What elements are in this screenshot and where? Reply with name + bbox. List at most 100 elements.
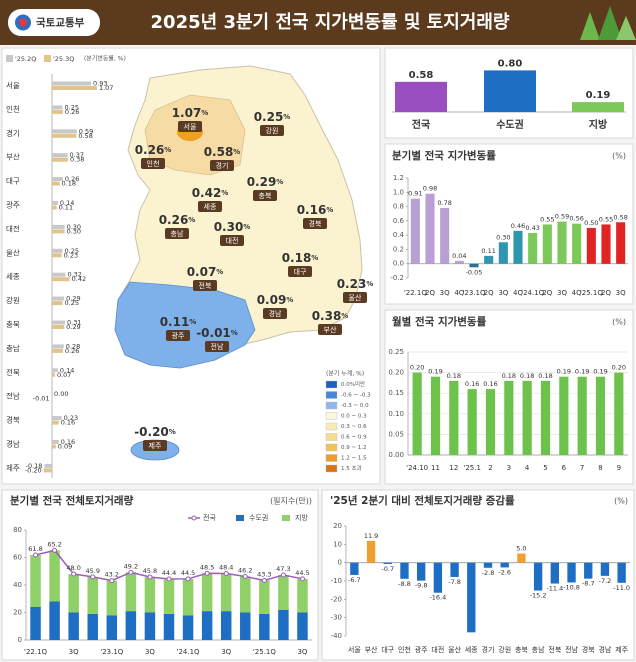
value-label: 0.29: [66, 323, 80, 331]
value-label: 0.20: [612, 364, 626, 372]
bar: [52, 320, 66, 325]
x-tick-label: 3: [507, 464, 511, 472]
value-label: 0.11: [481, 247, 495, 255]
x-tick-label: 4Q: [513, 289, 523, 297]
bar: [52, 248, 63, 253]
line-point: [90, 574, 96, 580]
bar: [617, 562, 626, 583]
value-label: 0.30: [67, 227, 81, 235]
bar: [52, 344, 64, 349]
value-label: 0.19: [557, 368, 571, 376]
bar: [106, 580, 118, 616]
value-label: 0.18: [502, 372, 516, 380]
value-label: 0.30: [496, 233, 510, 241]
line-point: [166, 576, 172, 582]
bar: [469, 263, 479, 268]
bar: [412, 372, 422, 455]
map-value-number: 0.29: [247, 175, 277, 189]
value-label: 0.28: [66, 342, 80, 350]
value-label: 1.07: [99, 84, 113, 92]
value-label: 0.11: [59, 204, 73, 212]
map-name: 대전: [226, 236, 239, 245]
category-label: 대구: [6, 177, 20, 186]
value-label: 0.00: [54, 390, 68, 398]
bar: [483, 562, 493, 568]
bar: [440, 208, 450, 264]
value-label: 65.2: [47, 540, 61, 548]
bar: [616, 222, 626, 264]
line-point: [147, 574, 153, 580]
map-name: 충남: [171, 229, 184, 238]
x-tick-label: 12: [449, 464, 458, 472]
value-label: 0.18: [447, 372, 461, 380]
bar: [259, 580, 270, 614]
bar: [601, 224, 611, 264]
x-tick-label: 3Q: [557, 289, 567, 297]
x-tick-label: 3Q: [69, 648, 79, 656]
y-tick-label: 40: [13, 581, 22, 589]
map-legend-label: 1.5 초과: [341, 464, 362, 472]
x-tick-label: 8: [598, 464, 602, 472]
value-label: 0.25: [65, 299, 79, 307]
y-tick-label: -0.2: [390, 274, 404, 282]
map-value-number: 0.16: [297, 203, 327, 217]
x-tick-label: 제주: [615, 646, 628, 654]
category-label: 부산: [6, 152, 20, 162]
bar: [52, 416, 62, 421]
bar: [52, 420, 59, 425]
map-value: 0.23%: [337, 277, 374, 291]
x-tick-label: '25.1Q: [580, 289, 604, 297]
value-label: 0.23: [64, 251, 78, 259]
value-label: 61.8: [28, 545, 42, 553]
bar: [52, 224, 65, 229]
bar: [52, 105, 63, 110]
bar: [467, 389, 477, 455]
bar: [49, 601, 60, 640]
bar: [259, 613, 270, 640]
x-tick-label: '25.1: [463, 464, 481, 472]
x-tick-label: '23.1Q: [462, 289, 486, 297]
map-value-number: 0.26: [135, 143, 165, 157]
category-label: 전남: [6, 391, 20, 401]
map-value: 0.29%: [247, 175, 284, 189]
category-label: 경남: [6, 439, 20, 449]
value-label: -16.4: [429, 594, 446, 602]
bar: [528, 233, 538, 264]
x-tick-label: 세종: [465, 645, 478, 654]
x-tick-label: 대구: [381, 646, 394, 654]
category-label: 전국: [412, 118, 430, 131]
bar: [30, 555, 41, 607]
quarterly-panel: [384, 143, 634, 305]
value-label: 49.2: [124, 562, 138, 570]
x-tick-label: 7: [580, 464, 584, 472]
bar: [201, 573, 213, 612]
bar: [52, 301, 63, 306]
map-legend-swatch: [325, 454, 338, 462]
map-name: 대구: [294, 268, 307, 276]
value-label: -8.8: [398, 580, 411, 588]
bar: [584, 562, 593, 579]
value-label: 0.58: [409, 70, 434, 81]
map-name: 부산: [324, 325, 337, 334]
map-value-suffix: %: [216, 268, 223, 276]
bar: [87, 576, 98, 614]
panel-unit: (%): [612, 152, 626, 161]
bar: [240, 576, 251, 613]
bar: [383, 562, 392, 564]
value-label: 47.3: [276, 565, 290, 573]
x-tick-label: 충북: [515, 645, 528, 654]
map-value: 0.30%: [214, 220, 251, 234]
value-label: 0.14: [60, 199, 74, 207]
map-name-pill: [263, 308, 287, 319]
x-tick-label: 전남: [565, 645, 578, 654]
map-name: 세종: [204, 202, 217, 211]
bar: [522, 380, 532, 455]
bar: [52, 129, 77, 134]
value-label: 0.16: [483, 380, 497, 388]
map-legend-swatch: [325, 412, 338, 420]
x-tick-label: 2Q: [542, 289, 552, 297]
map-legend-swatch: [325, 422, 338, 431]
bar: [52, 177, 63, 182]
bar: [410, 198, 420, 264]
value-label: 0.18: [538, 372, 552, 380]
